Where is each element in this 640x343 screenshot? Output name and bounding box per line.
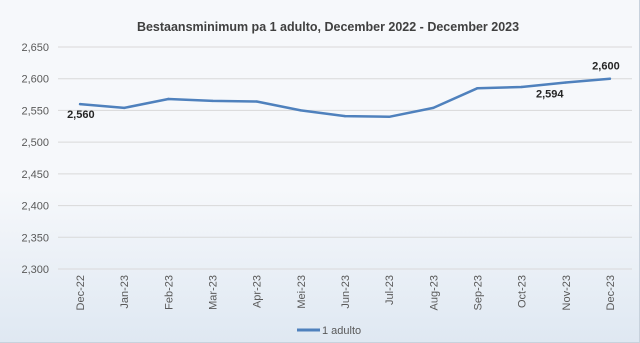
x-tick-label: Dec-22 bbox=[75, 275, 87, 310]
data-point bbox=[520, 85, 523, 89]
x-tick-label: Oct-23 bbox=[517, 275, 529, 308]
data-point bbox=[343, 114, 347, 118]
data-point bbox=[432, 106, 435, 110]
legend: 1 adulto bbox=[297, 325, 361, 337]
y-tick-label: 2,450 bbox=[21, 169, 49, 181]
y-tick-label: 2,550 bbox=[21, 105, 49, 117]
data-point bbox=[476, 87, 479, 90]
x-tick-label: Jan-23 bbox=[119, 275, 131, 309]
data-label: 2,594 bbox=[536, 89, 564, 101]
x-axis-ticks: Dec-22 Jan-23 Feb-23 Mar-23 Apr-23 Mei-23 Jun-… bbox=[75, 275, 617, 310]
x-tick-label: Nov-23 bbox=[561, 275, 573, 310]
y-tick-label: 2,650 bbox=[21, 42, 49, 54]
data-point bbox=[211, 99, 214, 103]
chart-title: Bestaansminimum pa 1 adulto, December 20… bbox=[137, 20, 519, 34]
legend-label: 1 adulto bbox=[322, 325, 361, 337]
y-tick-label: 2,350 bbox=[21, 232, 49, 244]
data-point bbox=[387, 115, 391, 118]
data-point bbox=[78, 102, 82, 106]
data-point bbox=[123, 106, 126, 110]
data-point bbox=[564, 81, 567, 84]
y-tick-label: 2,500 bbox=[21, 137, 49, 149]
x-tick-label: Dec-23 bbox=[605, 275, 617, 310]
data-point bbox=[167, 97, 170, 101]
y-tick-label: 2,300 bbox=[21, 264, 49, 276]
y-tick-label: 2,400 bbox=[21, 201, 49, 213]
gridlines bbox=[58, 46, 632, 270]
x-tick-label: Apr-23 bbox=[252, 275, 264, 308]
data-labels: 2,560 2,594 2,600 bbox=[67, 61, 620, 121]
y-tick-label: 2,600 bbox=[21, 74, 49, 86]
data-point bbox=[608, 77, 612, 80]
series-line bbox=[78, 77, 612, 119]
x-tick-label: Jul-23 bbox=[384, 275, 396, 305]
data-label: 2,560 bbox=[67, 109, 95, 121]
x-tick-label: Aug-23 bbox=[428, 275, 440, 310]
y-axis-ticks: 2,300 2,350 2,400 2,450 2,500 2,550 2,600 2,650 bbox=[21, 42, 49, 276]
x-tick-label: Feb-23 bbox=[163, 275, 175, 310]
data-label: 2,600 bbox=[592, 61, 620, 73]
series-group bbox=[78, 77, 612, 119]
data-point bbox=[299, 109, 303, 112]
x-tick-label: Jun-23 bbox=[340, 275, 352, 309]
data-point bbox=[255, 100, 258, 103]
x-tick-label: Sep-23 bbox=[472, 275, 484, 310]
x-tick-label: Mei-23 bbox=[296, 275, 308, 309]
x-tick-label: Mar-23 bbox=[208, 275, 220, 310]
